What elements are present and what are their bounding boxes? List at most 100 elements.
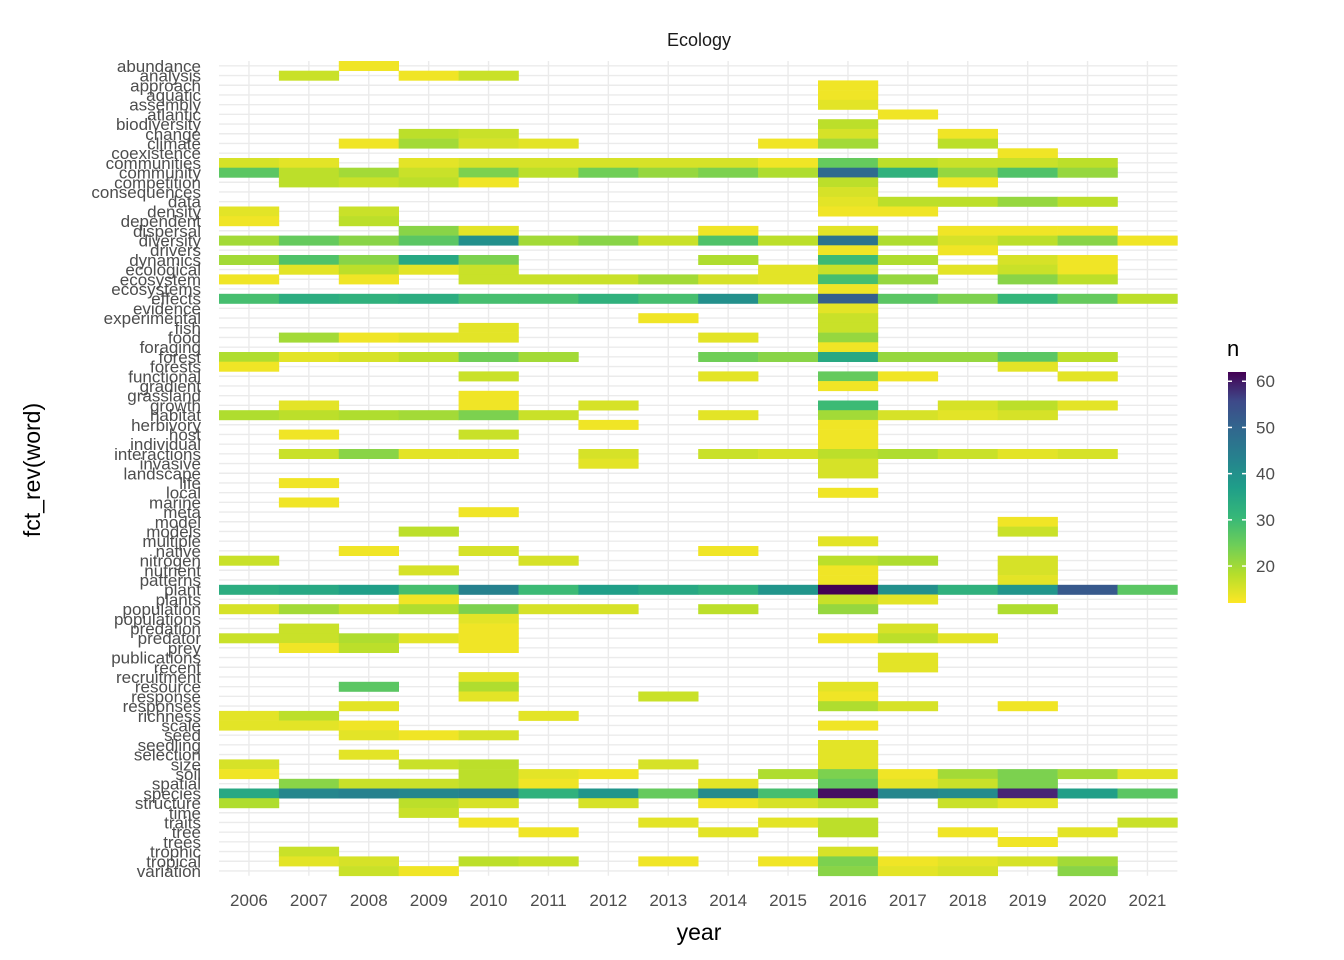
heatmap-cell xyxy=(877,255,939,265)
heatmap-cell xyxy=(278,710,340,721)
heatmap-cell xyxy=(398,410,459,421)
heatmap-cell xyxy=(877,856,939,867)
heatmap-cell xyxy=(818,177,879,188)
y-tick-label: abundance xyxy=(117,57,201,76)
heatmap-cell xyxy=(518,167,579,178)
x-tick-labels: 2006 2007 2008 2009 2010 2011 2012 2013 2014 2015… xyxy=(230,891,1166,910)
heatmap-cell xyxy=(278,255,340,265)
heatmap-cell xyxy=(818,856,879,867)
y-tick-label: competition xyxy=(114,173,201,192)
heatmap-cell xyxy=(818,90,879,101)
heatmap-cell xyxy=(937,352,998,362)
y-tick-label: time xyxy=(169,804,201,823)
heatmap-cell xyxy=(219,361,280,372)
heatmap-cell xyxy=(877,196,939,207)
heatmap-cell xyxy=(818,788,879,799)
heatmap-cell xyxy=(997,449,1058,459)
y-tick-label: landscape xyxy=(123,464,201,483)
x-tick-label: 2015 xyxy=(769,891,807,910)
heatmap-cell xyxy=(937,798,998,809)
heatmap-cell xyxy=(578,769,639,780)
heatmap-cell xyxy=(698,255,759,265)
heatmap-cell xyxy=(638,235,699,246)
y-tick-label: change xyxy=(145,125,201,144)
heatmap-cell xyxy=(818,138,879,149)
heatmap-cell xyxy=(818,536,879,547)
heatmap-cell xyxy=(458,70,519,81)
y-tick-label: tropical xyxy=(146,852,201,871)
heatmap-cell xyxy=(338,206,399,217)
x-tick-label: 2009 xyxy=(410,891,448,910)
heatmap-cell xyxy=(458,681,519,692)
heatmap-cell xyxy=(818,468,879,479)
y-tick-label: diversity xyxy=(139,231,202,250)
heatmap-cell xyxy=(638,158,699,168)
heatmap-cell xyxy=(578,293,639,304)
heatmap-cell xyxy=(458,691,519,702)
heatmap-cell xyxy=(818,293,879,304)
heatmap-cell xyxy=(338,730,399,741)
y-tick-label: local xyxy=(166,484,201,503)
heatmap-cell xyxy=(937,400,998,411)
heatmap-cell xyxy=(278,720,340,731)
heatmap-cell xyxy=(818,633,879,644)
y-tick-label: climate xyxy=(147,134,201,153)
heatmap-cell xyxy=(458,322,519,333)
heatmap-cell xyxy=(578,458,639,469)
y-tick-label: interactions xyxy=(114,445,201,464)
y-tick-label: community xyxy=(119,164,202,183)
heatmap-cell xyxy=(937,633,998,644)
y-tick-label: richness xyxy=(138,707,201,726)
heatmap-cell xyxy=(219,604,280,615)
heatmap-cell xyxy=(1057,449,1118,459)
color-legend: n 20 30 40 50 60 xyxy=(1227,336,1275,603)
y-tick-label: multiple xyxy=(142,532,201,551)
y-tick-label: nutrient xyxy=(144,561,201,580)
y-tick-label: life xyxy=(179,474,201,493)
y-tick-label: data xyxy=(168,193,202,212)
y-tick-label: gradient xyxy=(140,377,202,396)
heatmap-cell xyxy=(818,400,879,411)
heatmap-cell xyxy=(219,216,280,227)
heatmap-cell xyxy=(398,594,459,605)
y-tick-label: evidence xyxy=(133,299,201,318)
heatmap-cell xyxy=(818,313,879,324)
heatmap-cell xyxy=(458,167,519,178)
heatmap-cell xyxy=(458,158,519,168)
heatmap-cell xyxy=(398,138,459,149)
y-tick-label: recent xyxy=(154,658,202,677)
y-tick-label: species xyxy=(143,784,201,803)
heatmap-cell xyxy=(818,681,879,692)
heatmap-cell xyxy=(818,798,879,809)
heatmap-cell xyxy=(458,623,519,634)
heatmap-cell xyxy=(818,749,879,760)
heatmap-cell xyxy=(398,255,459,265)
heatmap-cell xyxy=(458,759,519,770)
heatmap-cell xyxy=(818,740,879,750)
heatmap-cell xyxy=(698,778,759,789)
legend-tick-label: 30 xyxy=(1256,511,1275,530)
heatmap-cell xyxy=(278,788,340,799)
heatmap-cell xyxy=(1057,788,1118,799)
y-tick-label: spatial xyxy=(152,775,201,794)
heatmap-cell xyxy=(877,371,939,382)
y-tick-label: nitrogen xyxy=(140,552,201,571)
heatmap-cell xyxy=(458,410,519,421)
heatmap-cell xyxy=(458,225,519,236)
heatmap-cell xyxy=(818,439,879,450)
heatmap-cell xyxy=(997,225,1058,236)
y-tick-label: publications xyxy=(111,649,201,668)
heatmap-cell xyxy=(518,827,579,838)
heatmap-cell xyxy=(398,332,459,343)
heatmap-cell xyxy=(818,284,879,295)
heatmap-cell xyxy=(638,691,699,702)
heatmap-cell xyxy=(458,400,519,411)
heatmap-cell xyxy=(698,798,759,809)
y-tick-label: foraging xyxy=(140,338,201,357)
heatmap-cell xyxy=(458,769,519,780)
heatmap-cell xyxy=(458,778,519,789)
y-tick-label: consequences xyxy=(91,183,201,202)
heatmap-cell xyxy=(818,449,879,459)
heatmap-cell xyxy=(458,332,519,343)
heatmap-cell xyxy=(818,187,879,198)
